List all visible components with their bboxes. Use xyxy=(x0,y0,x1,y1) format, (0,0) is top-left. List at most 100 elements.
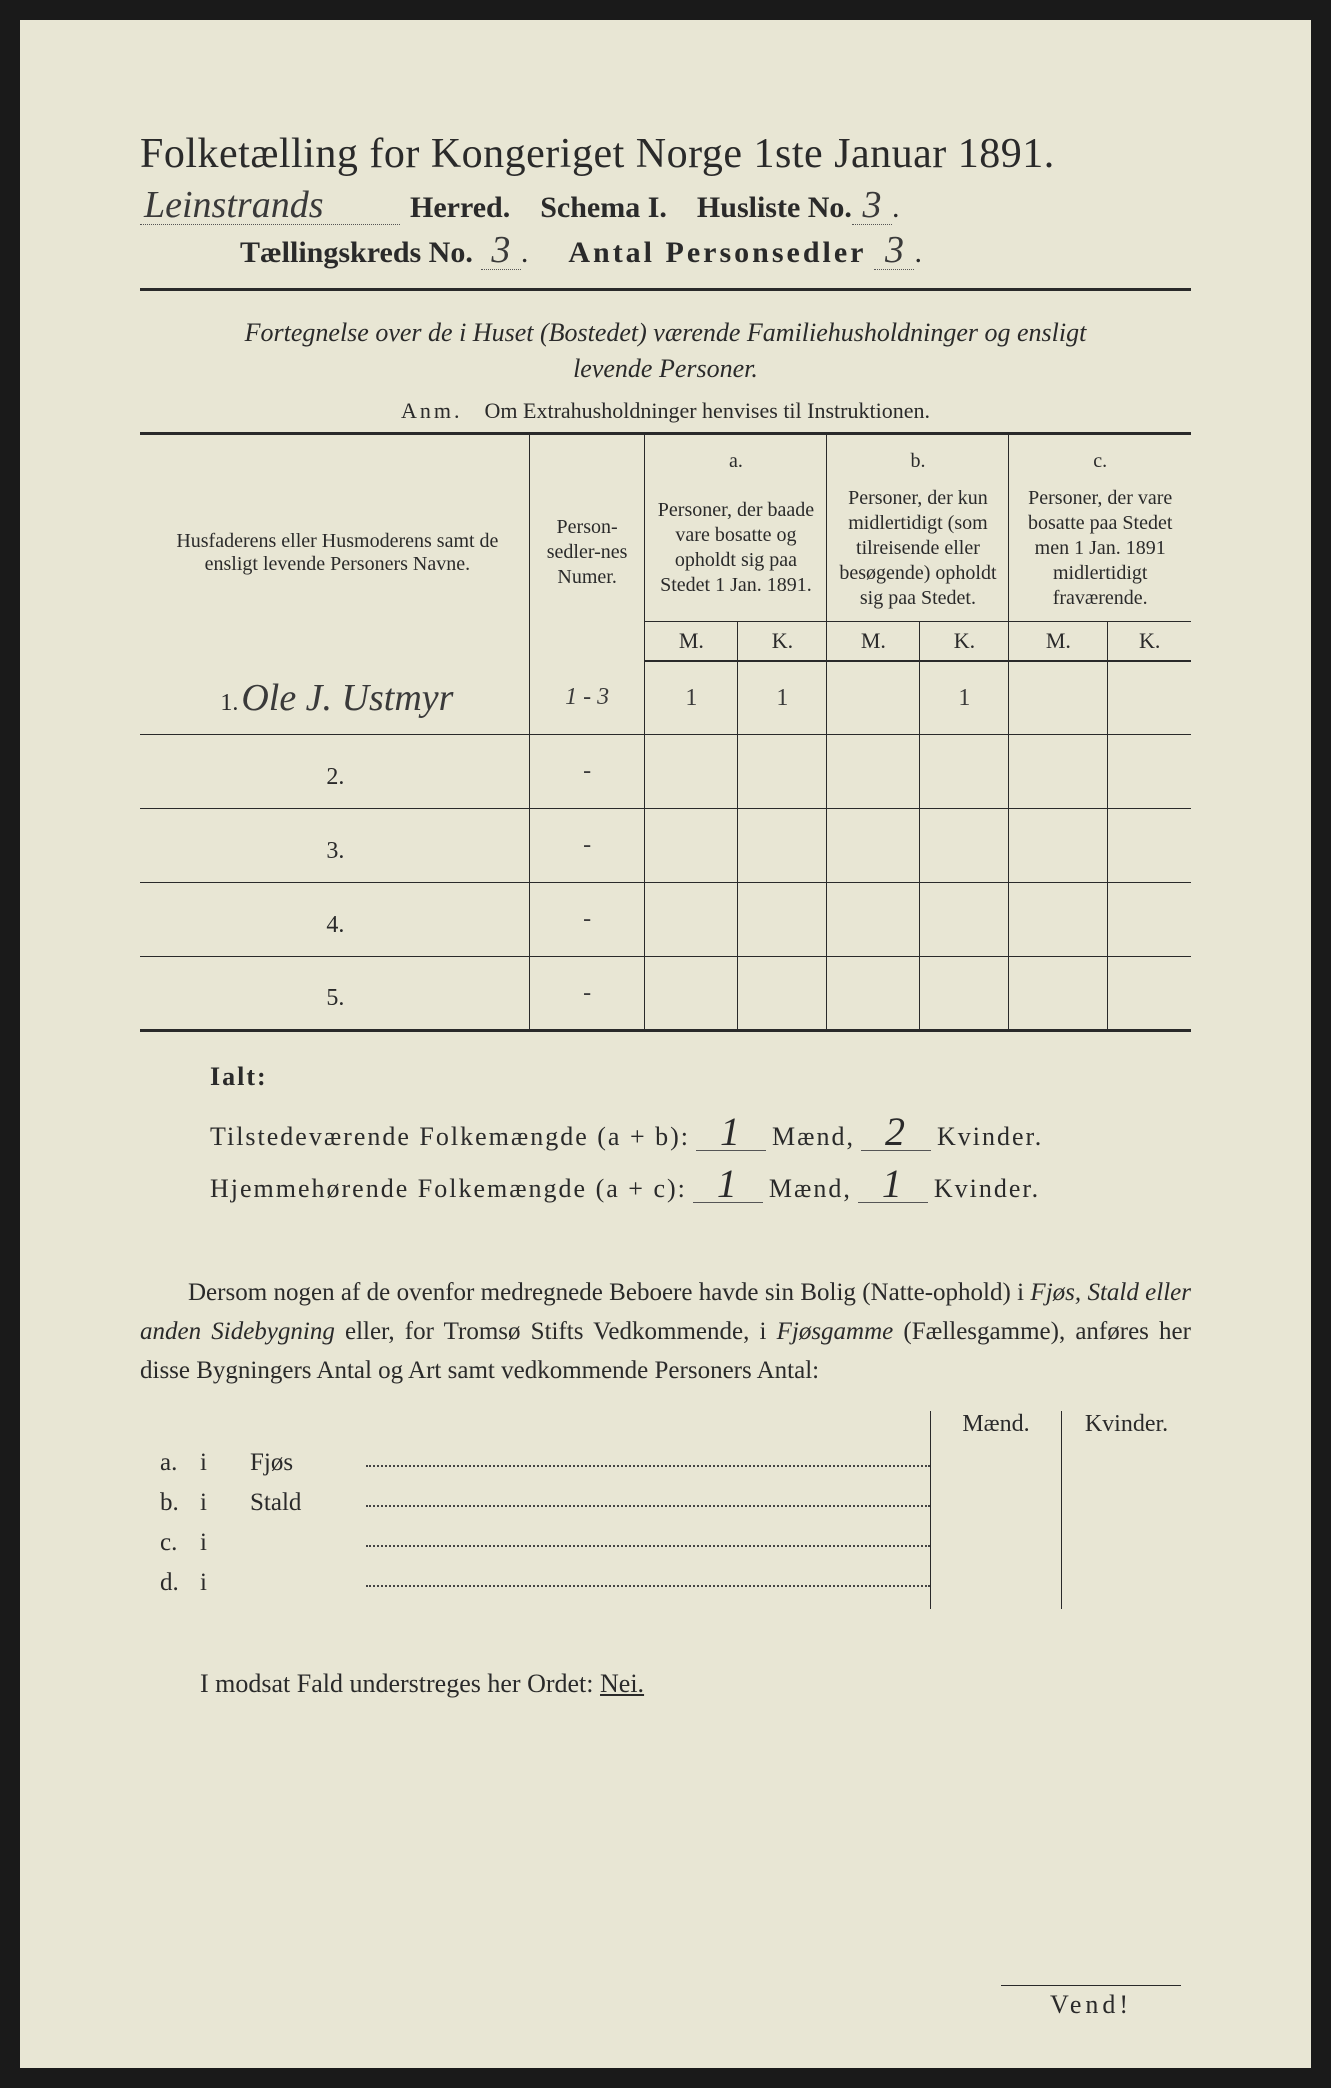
row-num: 3. xyxy=(140,809,529,883)
row-c-m xyxy=(1009,809,1108,883)
row-c-k xyxy=(1108,809,1191,883)
side-a: c. xyxy=(140,1529,200,1557)
kreds-value: 3 xyxy=(481,231,521,270)
ialt-title: Ialt: xyxy=(210,1062,1191,1092)
page-title: Folketælling for Kongeriget Norge 1ste J… xyxy=(140,130,1191,178)
col-b-text: Personer, der kun midlertidigt (som tilr… xyxy=(827,482,1009,622)
c-m: M. xyxy=(1009,621,1108,661)
sidebuilding-paragraph: Dersom nogen af de ovenfor medregnede Be… xyxy=(140,1274,1191,1390)
herred-value: Leinstrands xyxy=(140,186,400,225)
side-maend-header: Mænd. xyxy=(939,1411,1053,1448)
husliste-dot: . xyxy=(892,191,900,225)
row-b-k: 1 xyxy=(920,661,1009,735)
row-a-k xyxy=(738,809,827,883)
side-maend-col: Mænd. xyxy=(931,1411,1061,1609)
hjemme-m: 1 xyxy=(693,1166,763,1203)
row-num: 5. xyxy=(140,957,529,1031)
row-c-k xyxy=(1108,661,1191,735)
table-row: 2.- xyxy=(140,735,1191,809)
col-a-label: a. xyxy=(651,449,820,474)
row-c-m xyxy=(1009,661,1108,735)
row-a-k: 1 xyxy=(738,661,827,735)
antal-label: Antal Personsedler xyxy=(568,236,866,270)
side-row: c.i xyxy=(140,1529,930,1557)
side-right: Mænd. Kvinder. xyxy=(930,1411,1191,1609)
row-c-m xyxy=(1009,735,1108,809)
anm-text: Om Extrahusholdninger henvises til Instr… xyxy=(485,398,930,423)
para-mid1: eller, for Tromsø Stifts Vedkommende, i xyxy=(335,1318,777,1345)
anm-row: Anm. Om Extrahusholdninger henvises til … xyxy=(140,398,1191,424)
b-k: K. xyxy=(920,621,1009,661)
maend-1: Mænd, xyxy=(772,1122,855,1152)
kvinder-1: Kvinder. xyxy=(937,1122,1043,1152)
table-row: 5.- xyxy=(140,957,1191,1031)
side-row: a.iFjøs xyxy=(140,1449,930,1477)
dotted-line xyxy=(366,1569,930,1587)
antal-value: 3 xyxy=(874,231,914,270)
hjemme-label: Hjemmehørende Folkemængde (a + c): xyxy=(210,1174,687,1204)
col-c-header: c. xyxy=(1009,433,1191,482)
side-loc xyxy=(250,1529,360,1557)
herred-label: Herred. xyxy=(410,191,510,225)
row-personseddel: - xyxy=(529,809,645,883)
description: Fortegnelse over de i Huset (Bostedet) v… xyxy=(140,315,1191,388)
row-a-m xyxy=(645,809,738,883)
row-a-m: 1 xyxy=(645,661,738,735)
side-a: a. xyxy=(140,1449,200,1477)
side-a: b. xyxy=(140,1489,200,1517)
row-a-m xyxy=(645,957,738,1031)
row-num: 4. xyxy=(140,883,529,957)
row-b-m xyxy=(827,883,920,957)
row-personseddel: 1 - 3 xyxy=(529,661,645,735)
col-c-label: c. xyxy=(1015,449,1185,474)
side-row: b.iStald xyxy=(140,1489,930,1517)
row-personseddel: - xyxy=(529,883,645,957)
hjemme-k: 1 xyxy=(858,1166,928,1203)
schema-label: Schema I. xyxy=(540,191,667,225)
row-num: 2. xyxy=(140,735,529,809)
herred-row: Leinstrands Herred. Schema I. Husliste N… xyxy=(140,186,1191,225)
side-left: a.iFjøsb.iStaldc.id.i xyxy=(140,1411,930,1609)
vend-label: Vend! xyxy=(1001,1985,1181,2020)
husliste-label: Husliste No. xyxy=(697,191,852,225)
modsat-pre: I modsat Fald understreges her Ordet: xyxy=(200,1669,600,1698)
side-i: i xyxy=(200,1489,250,1517)
side-loc xyxy=(250,1569,360,1597)
kreds-label: Tællingskreds No. xyxy=(240,236,473,270)
col-c-text: Personer, der vare bosatte paa Stedet me… xyxy=(1009,482,1191,622)
desc-line2: levende Personer. xyxy=(573,354,758,383)
a-m: M. xyxy=(645,621,738,661)
side-kvinder-col: Kvinder. xyxy=(1061,1411,1191,1609)
side-a: d. xyxy=(140,1569,200,1597)
para-it2: Fjøsgamme xyxy=(777,1318,894,1345)
side-loc: Fjøs xyxy=(250,1449,360,1477)
col-name-text: Husfaderens eller Husmoderens samt de en… xyxy=(176,530,498,575)
dotted-line xyxy=(366,1529,930,1547)
modsat-nei: Nei. xyxy=(600,1669,644,1698)
a-k: K. xyxy=(738,621,827,661)
row-c-k xyxy=(1108,957,1191,1031)
husliste-value: 3 xyxy=(852,186,892,225)
col-b-label: b. xyxy=(833,449,1002,474)
tilstede-label: Tilstedeværende Folkemængde (a + b): xyxy=(210,1122,690,1152)
row-a-k xyxy=(738,883,827,957)
c-k: K. xyxy=(1108,621,1191,661)
row-a-k xyxy=(738,957,827,1031)
side-row: d.i xyxy=(140,1569,930,1597)
hjemme-row: Hjemmehørende Folkemængde (a + c): 1 Mæn… xyxy=(210,1166,1191,1204)
col-name-header: Husfaderens eller Husmoderens samt de en… xyxy=(140,433,529,661)
row-b-m xyxy=(827,957,920,1031)
kreds-dot: . xyxy=(521,236,529,270)
row-personseddel: - xyxy=(529,735,645,809)
desc-line1: Fortegnelse over de i Huset (Bostedet) v… xyxy=(245,318,1087,347)
row-num: 1.Ole J. Ustmyr xyxy=(140,661,529,735)
para-pre: Dersom nogen af de ovenfor medregnede Be… xyxy=(188,1279,1030,1306)
antal-dot: . xyxy=(914,236,922,270)
tilstede-row: Tilstedeværende Folkemængde (a + b): 1 M… xyxy=(210,1114,1191,1152)
row-b-m xyxy=(827,735,920,809)
table-row: 3.- xyxy=(140,809,1191,883)
row-a-k xyxy=(738,735,827,809)
side-i: i xyxy=(200,1529,250,1557)
dotted-line xyxy=(366,1449,930,1467)
col-a-text: Personer, der baade vare bosatte og opho… xyxy=(645,482,827,622)
